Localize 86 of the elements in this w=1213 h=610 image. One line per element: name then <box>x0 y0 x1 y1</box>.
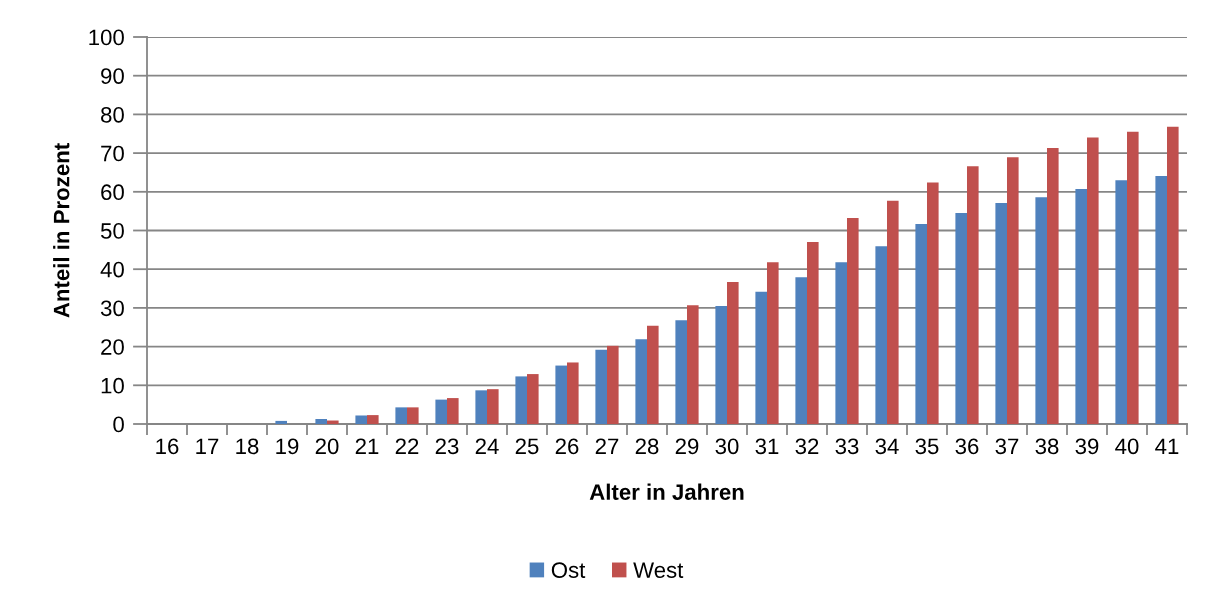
x-tick-label: 18 <box>236 438 259 455</box>
x-tick-label: 37 <box>995 438 1019 455</box>
y-tick-label: 90 <box>101 68 124 84</box>
y-axis-title: Anteil in Prozent <box>53 143 70 318</box>
bar <box>1127 131 1139 424</box>
y-tick-label: 50 <box>100 223 124 239</box>
bar <box>1155 175 1167 424</box>
bar <box>527 374 539 424</box>
bar <box>595 349 607 424</box>
bar <box>847 218 859 424</box>
bar <box>1115 180 1127 424</box>
x-tick-label: 40 <box>1115 438 1139 455</box>
bar <box>367 415 379 424</box>
x-tick-label: 16 <box>156 438 179 455</box>
y-tick-label: 80 <box>101 106 124 123</box>
bar <box>967 166 979 424</box>
bar <box>995 203 1007 424</box>
bar <box>835 262 847 424</box>
bar <box>915 223 927 424</box>
x-tick-label: 35 <box>915 438 939 455</box>
bar <box>275 420 287 424</box>
bar <box>887 200 899 424</box>
bar <box>795 277 807 424</box>
bar <box>755 291 767 424</box>
bar <box>435 399 447 424</box>
y-tick-label: 20 <box>101 339 124 355</box>
bar <box>1075 189 1087 424</box>
bar <box>1035 197 1047 424</box>
bar <box>675 320 687 424</box>
bar <box>875 246 887 424</box>
y-tick-label: 10 <box>101 377 124 394</box>
x-tick-label: 36 <box>955 438 979 455</box>
bar <box>927 182 939 424</box>
x-tick-label: 39 <box>1075 438 1099 455</box>
bar <box>687 305 699 424</box>
y-tick-label: 40 <box>100 261 124 278</box>
bar <box>1167 126 1179 424</box>
x-tick-label: 26 <box>555 438 579 455</box>
x-tick-label: 34 <box>875 438 899 455</box>
x-tick-label: 38 <box>1035 438 1059 455</box>
bar <box>407 407 419 424</box>
x-tick-label: 33 <box>835 438 859 455</box>
x-tick-label: 32 <box>795 438 819 455</box>
bar <box>515 376 527 424</box>
bar <box>767 262 779 424</box>
x-tick-label: 41 <box>1155 438 1179 454</box>
bar <box>1047 148 1059 424</box>
bar <box>715 305 727 424</box>
y-tick-label: 0 <box>113 416 124 433</box>
bar <box>327 420 339 424</box>
bar <box>447 398 459 424</box>
bar <box>315 418 327 424</box>
x-tick-label: 25 <box>515 438 539 455</box>
x-tick-label: 22 <box>395 438 419 454</box>
y-tick-label: 100 <box>89 29 124 46</box>
bar <box>607 345 619 424</box>
x-tick-label: 24 <box>475 438 499 454</box>
bar <box>727 281 739 424</box>
x-tick-label: 17 <box>196 438 219 454</box>
bar <box>1087 137 1099 424</box>
bar <box>955 213 967 424</box>
x-axis-title: Alter in Jahren <box>589 483 744 500</box>
legend-label: Ost <box>551 562 586 578</box>
bar <box>1007 157 1019 424</box>
x-tick-label: 31 <box>755 438 779 455</box>
bar <box>807 242 819 424</box>
bar <box>355 415 367 424</box>
bar <box>567 362 579 424</box>
y-tick-label: 70 <box>101 145 124 162</box>
x-tick-label: 30 <box>715 438 739 455</box>
x-tick-label: 27 <box>595 438 619 454</box>
x-tick-label: 29 <box>675 438 699 455</box>
y-tick-label: 60 <box>101 184 124 201</box>
bar <box>475 390 487 424</box>
x-tick-label: 23 <box>435 438 459 455</box>
x-tick-label: 28 <box>635 438 659 455</box>
x-tick-label: 20 <box>315 438 339 455</box>
bar <box>395 407 407 424</box>
x-tick-label: 19 <box>276 438 299 455</box>
bar <box>647 325 659 424</box>
legend-label: West <box>633 562 684 578</box>
x-tick-label: 21 <box>355 438 379 454</box>
bar <box>555 365 567 424</box>
bar <box>635 339 647 424</box>
y-tick-label: 30 <box>100 300 124 317</box>
bar <box>487 389 499 424</box>
